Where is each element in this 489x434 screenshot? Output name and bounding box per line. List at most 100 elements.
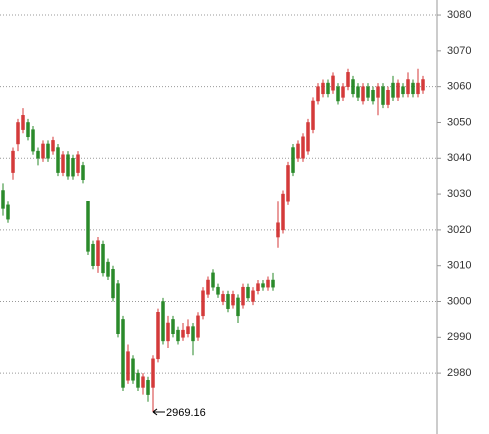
candle-body bbox=[106, 261, 110, 277]
candle-body bbox=[76, 154, 80, 173]
candle-body bbox=[181, 329, 185, 338]
candle-body bbox=[371, 89, 375, 102]
candle-body bbox=[336, 86, 340, 102]
candle-body bbox=[216, 286, 220, 295]
candle-body bbox=[151, 358, 155, 388]
y-tick-label: 3080 bbox=[447, 9, 471, 21]
candle-body bbox=[51, 140, 55, 152]
candle-body bbox=[86, 200, 90, 252]
candle-body bbox=[146, 380, 150, 395]
candle-body bbox=[311, 100, 315, 130]
candle-body bbox=[296, 143, 300, 159]
candle-body bbox=[366, 86, 370, 98]
candle-body bbox=[16, 122, 20, 145]
candle-body bbox=[386, 89, 390, 105]
candle-body bbox=[396, 82, 400, 98]
candle-body bbox=[246, 286, 250, 299]
candle-body bbox=[136, 372, 140, 388]
candle-body bbox=[416, 82, 420, 95]
y-tick-label: 2980 bbox=[447, 367, 471, 379]
candle-body bbox=[201, 290, 205, 317]
candle-body bbox=[36, 150, 40, 159]
candle-body bbox=[266, 279, 270, 288]
candle-body bbox=[141, 376, 145, 388]
candle-body bbox=[301, 136, 305, 159]
candle-body bbox=[381, 86, 385, 105]
candle-body bbox=[276, 222, 280, 238]
candle-body bbox=[101, 243, 105, 274]
candle-body bbox=[156, 312, 160, 360]
candle-body bbox=[351, 79, 355, 95]
candle-body bbox=[66, 154, 70, 177]
y-tick-label: 3070 bbox=[447, 45, 471, 57]
candle-body bbox=[61, 154, 65, 173]
candle-body bbox=[406, 79, 410, 95]
candle-body bbox=[421, 79, 425, 91]
y-tick-label: 3050 bbox=[447, 116, 471, 128]
candle-body bbox=[206, 279, 210, 295]
candle-body bbox=[411, 82, 415, 95]
candle-body bbox=[11, 150, 15, 173]
candle-body bbox=[131, 358, 135, 381]
candle-body bbox=[236, 297, 240, 317]
annotation-label: 2969.16 bbox=[166, 407, 206, 419]
candle-body bbox=[46, 143, 50, 159]
candle-body bbox=[231, 294, 235, 306]
candle-body bbox=[171, 319, 175, 334]
candle-body bbox=[26, 122, 30, 138]
candle-body bbox=[271, 279, 275, 288]
candle-body bbox=[391, 82, 395, 98]
candle-body bbox=[21, 115, 25, 130]
y-tick-label: 3020 bbox=[447, 224, 471, 236]
candle-body bbox=[251, 290, 255, 302]
candle-body bbox=[56, 147, 60, 173]
candle-body bbox=[361, 86, 365, 102]
y-tick-label: 3010 bbox=[447, 260, 471, 272]
candle-body bbox=[71, 158, 75, 177]
candle-body bbox=[346, 72, 350, 87]
candle-body bbox=[161, 301, 165, 342]
candle-body bbox=[186, 326, 190, 334]
candle-body bbox=[221, 294, 225, 302]
candle-body bbox=[6, 204, 10, 220]
candle-body bbox=[376, 86, 380, 98]
y-tick-label: 3040 bbox=[447, 152, 471, 164]
y-tick-label: 3060 bbox=[447, 81, 471, 93]
candle-body bbox=[31, 129, 35, 152]
candle-body bbox=[1, 190, 5, 209]
y-tick-label: 3000 bbox=[447, 295, 471, 307]
candle-body bbox=[191, 326, 195, 342]
candle-body bbox=[316, 86, 320, 102]
candle-body bbox=[226, 294, 230, 309]
candle-body bbox=[286, 165, 290, 202]
candle-body bbox=[81, 165, 85, 181]
candle-body bbox=[291, 147, 295, 173]
candle-body bbox=[256, 283, 260, 292]
candle-body bbox=[281, 193, 285, 231]
candle-body bbox=[96, 240, 100, 266]
candle-body bbox=[261, 283, 265, 288]
candle-body bbox=[126, 351, 130, 381]
candle-body bbox=[176, 329, 180, 342]
candle-body bbox=[121, 319, 125, 388]
candle-body bbox=[356, 86, 360, 98]
candle-body bbox=[341, 86, 345, 98]
candle-body bbox=[306, 122, 310, 152]
candle-body bbox=[41, 143, 45, 159]
y-tick-label: 3030 bbox=[447, 188, 471, 200]
y-tick-label: 2990 bbox=[447, 331, 471, 343]
candle-body bbox=[166, 322, 170, 342]
candle-body bbox=[211, 272, 215, 288]
candle-body bbox=[241, 286, 245, 306]
annotation-arrow bbox=[152, 408, 165, 416]
candle-body bbox=[116, 283, 120, 334]
candle-body bbox=[321, 82, 325, 95]
candle-body bbox=[401, 86, 405, 95]
candle-body bbox=[91, 243, 95, 266]
candle-body bbox=[111, 269, 115, 299]
candle-body bbox=[196, 315, 200, 338]
candle-body bbox=[331, 75, 335, 91]
candle-body bbox=[326, 82, 330, 95]
